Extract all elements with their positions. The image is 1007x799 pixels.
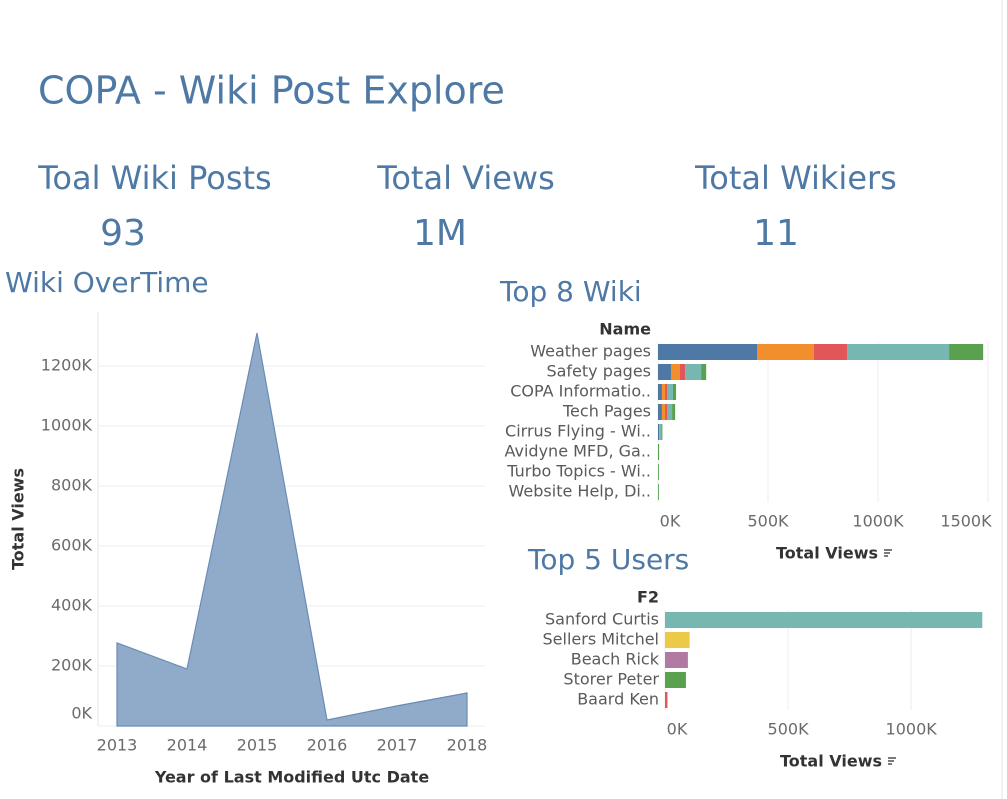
bar-segment (658, 384, 662, 400)
dashboard-title: COPA - Wiki Post Explore (38, 69, 505, 113)
bar-segment (658, 484, 659, 500)
category-label: Sellers Mitchel (543, 630, 659, 649)
category-header: F2 (637, 588, 659, 607)
category-label: Beach Rick (571, 650, 660, 669)
x-tick-label: 1000K (886, 720, 938, 739)
category-label: COPA Informatio.. (510, 382, 651, 401)
category-label: Weather pages (530, 342, 651, 361)
y-tick-label: 200K (51, 656, 93, 675)
bar (665, 672, 686, 688)
x-tick-label: 2015 (237, 736, 278, 755)
bar-segment (701, 364, 707, 380)
category-label: Sanford Curtis (545, 610, 659, 629)
chart-title: Top 8 Wiki (499, 275, 642, 308)
y-tick-label: 1000K (41, 416, 93, 435)
bar-segment (667, 404, 673, 420)
bar-segment (665, 384, 668, 400)
category-label: Safety pages (546, 362, 651, 381)
x-tick-label: 500K (747, 512, 789, 531)
bar-segment (665, 404, 668, 420)
x-tick-label: 2018 (447, 736, 488, 755)
kpi-label: Total Views (376, 159, 555, 197)
bar-segment (658, 404, 662, 420)
kpi-label: Total Wikiers (694, 159, 897, 197)
area (116, 332, 468, 727)
bar-segment (661, 404, 666, 420)
bar-segment (658, 444, 660, 460)
x-axis-label: Total Views (780, 752, 882, 771)
category-label: Storer Peter (563, 670, 659, 689)
bar-segment (685, 364, 702, 380)
bar-segment (680, 364, 686, 380)
bar-segment (672, 404, 676, 420)
y-tick-label: 600K (51, 536, 93, 555)
x-tick-label: 2016 (307, 736, 348, 755)
x-tick-label: 0K (660, 512, 681, 531)
category-header: Name (599, 320, 651, 339)
x-tick-label: 2014 (167, 736, 208, 755)
bar-segment (658, 424, 660, 440)
x-tick-label: 1000K (852, 512, 904, 531)
x-tick-label: 500K (768, 720, 810, 739)
kpi-value: 1M (413, 213, 467, 254)
kpi-label: Toal Wiki Posts (37, 159, 271, 197)
category-label: Tech Pages (562, 402, 651, 421)
x-tick-label: 1500K (940, 512, 992, 531)
y-axis-label: Total Views (9, 468, 28, 570)
bar-segment (813, 344, 847, 360)
bar-segment (949, 344, 984, 360)
category-label: Turbo Topics - Wi.. (506, 462, 651, 481)
bar-segment (658, 344, 757, 360)
bar-segment (667, 384, 673, 400)
kpi-value: 11 (753, 213, 799, 254)
bar-segment (670, 364, 680, 380)
y-tick-label: 1200K (41, 356, 93, 375)
x-axis-label: Total Views (776, 544, 878, 563)
bar-segment (659, 424, 662, 440)
category-label: Baard Ken (577, 690, 659, 709)
bar-segment (672, 384, 677, 400)
bar (665, 612, 983, 628)
x-axis-label: Year of Last Modified Utc Date (154, 768, 429, 787)
bar (665, 632, 690, 648)
bar (665, 692, 668, 708)
bar-segment (658, 364, 671, 380)
x-tick-label: 2013 (97, 736, 138, 755)
chart-title: Wiki OverTime (5, 266, 209, 299)
bar-segment (661, 424, 663, 440)
y-tick-label: 0K (71, 704, 92, 723)
kpi-value: 93 (100, 213, 146, 254)
bar-segment (757, 344, 814, 360)
y-tick-label: 800K (51, 476, 93, 495)
category-label: Avidyne MFD, Ga.. (505, 442, 652, 461)
bar-segment (846, 344, 950, 360)
x-tick-label: 0K (667, 720, 688, 739)
chart-title: Top 5 Users (527, 543, 689, 576)
bar (665, 652, 688, 668)
x-tick-label: 2017 (377, 736, 418, 755)
y-tick-label: 400K (51, 596, 93, 615)
bar-segment (658, 464, 659, 480)
bar-segment (661, 384, 666, 400)
category-label: Website Help, Di.. (509, 482, 651, 501)
category-label: Cirrus Flying - Wi.. (505, 422, 651, 441)
